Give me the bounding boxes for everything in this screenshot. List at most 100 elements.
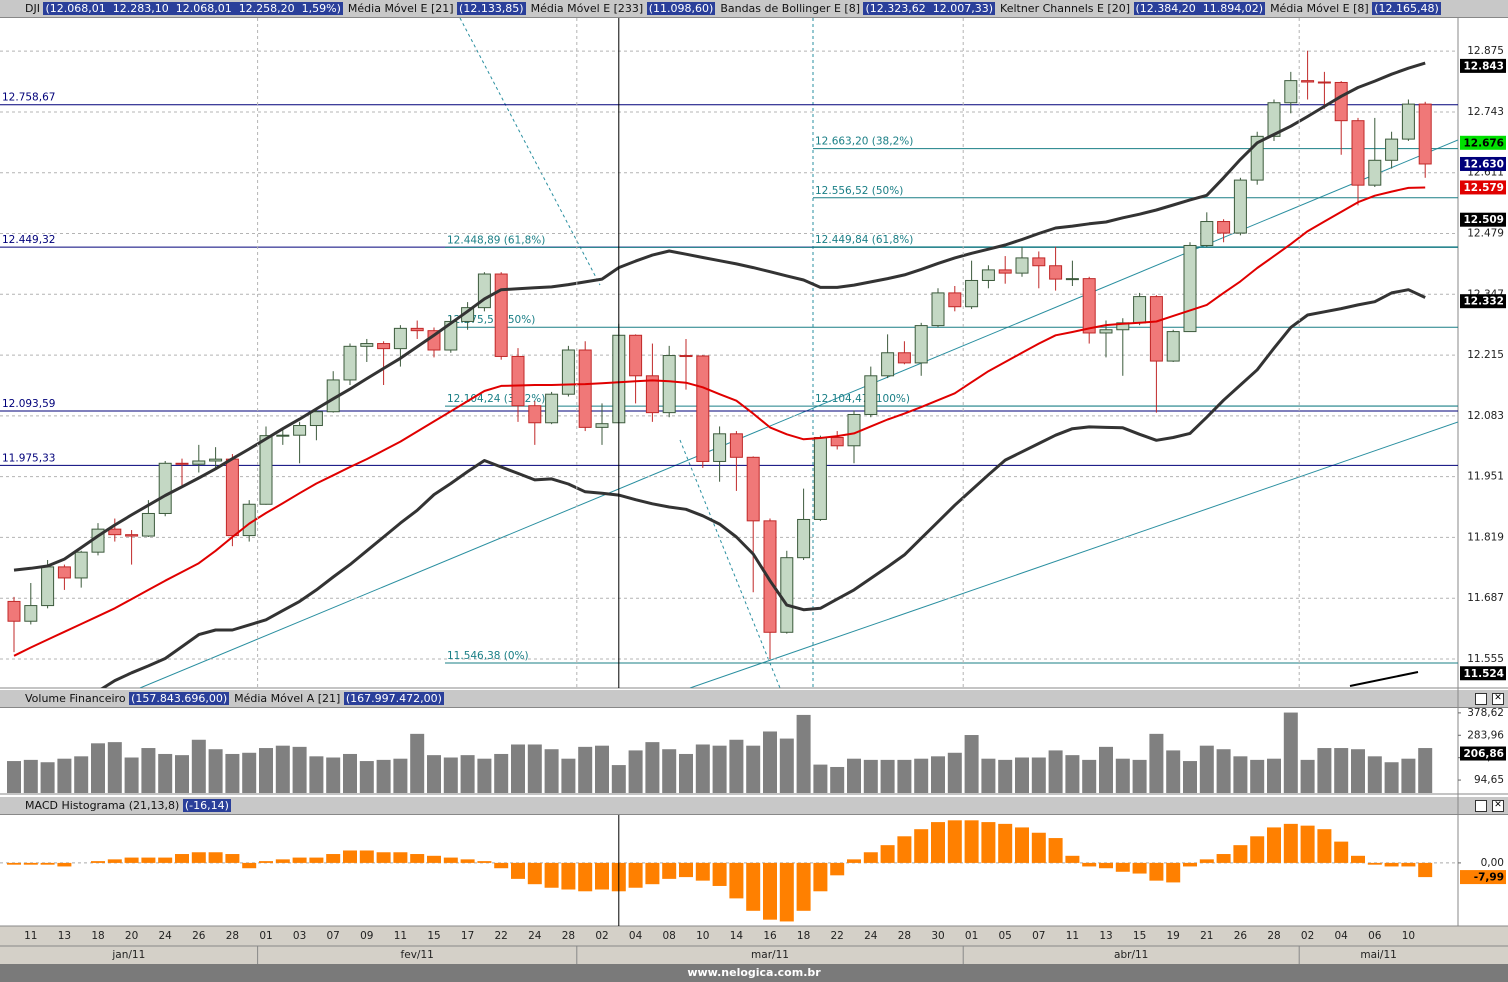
candle-body: [1099, 329, 1113, 334]
bar: [679, 753, 693, 793]
bar: [7, 862, 21, 865]
price-markers: 12.843 12.676 12.630 12.579 12.509 12.332 11.5…: [1460, 58, 1506, 885]
bar: [259, 861, 273, 863]
legend-value: (12.165,48): [1372, 2, 1441, 15]
price-marker: [1460, 156, 1506, 171]
x-tick-label: 09: [360, 930, 373, 942]
candle-body: [57, 566, 71, 579]
maximize-button[interactable]: [1475, 800, 1487, 812]
y-tick-label: 378,62: [1467, 707, 1504, 719]
legend-name: DJI: [25, 2, 40, 15]
bar: [1283, 712, 1298, 793]
candle-body: [309, 411, 323, 427]
candle-body: [1015, 257, 1029, 274]
trendline: [689, 421, 1458, 688]
maximize-button[interactable]: [1475, 693, 1487, 705]
x-tick-label: 18: [797, 930, 810, 942]
bar: [1367, 862, 1382, 865]
bar: [880, 845, 895, 863]
x-tick-label: 24: [528, 930, 542, 942]
y-tick-label: 11.555: [1467, 653, 1504, 665]
bar: [427, 855, 441, 863]
bar: [729, 862, 744, 899]
price-marker-label: 12.843: [1463, 60, 1504, 72]
candle-body: [1200, 221, 1214, 246]
indicator-line: [13, 186, 1426, 657]
bar: [494, 753, 509, 793]
candle-body: [1082, 278, 1096, 334]
x-tick-label: 15: [1133, 930, 1146, 942]
x-tick-label: 18: [91, 930, 104, 942]
bar: [763, 731, 777, 793]
x-tick-label: 13: [1099, 930, 1112, 942]
candle-body: [1334, 81, 1348, 122]
bar: [1317, 829, 1332, 863]
legend-value: (157.843.696,00): [129, 692, 230, 705]
legend-name: Média Móvel E [233]: [530, 2, 644, 15]
legend-value: (12.133,85): [457, 2, 526, 15]
candle-body: [1267, 102, 1281, 137]
bar: [847, 758, 861, 793]
month-label: abr/11: [1114, 949, 1148, 961]
volume-header: Volume Financeiro (157.843.696,00) Média …: [0, 690, 1508, 708]
candle-body: [729, 433, 743, 458]
bar: [57, 758, 72, 793]
candle-body: [1301, 80, 1315, 83]
bar: [275, 745, 290, 793]
bar: [1048, 838, 1063, 863]
bar: [74, 756, 89, 793]
price-marker-label: 12.676: [1463, 137, 1504, 149]
bar: [1334, 748, 1349, 793]
x-tick-label: 28: [1267, 930, 1280, 942]
bar: [376, 852, 391, 863]
bar: [1351, 855, 1365, 863]
bar: [578, 862, 593, 892]
bar: [1334, 841, 1349, 863]
macd-plot: [0, 820, 1458, 922]
candle-body: [914, 325, 928, 364]
fibonacci-label: 11.546,38 (0%): [447, 650, 529, 662]
x-tick-label: 10: [696, 930, 709, 942]
bar: [779, 862, 794, 922]
candle-body: [931, 292, 945, 327]
legend-value: (11.098,60): [646, 2, 716, 15]
month-label: fev/11: [401, 949, 434, 961]
candle-body: [1166, 331, 1180, 362]
y-tick-label: 12.215: [1467, 349, 1504, 361]
legend-value: (12.384,20 11.894,02): [1133, 2, 1266, 15]
price-marker: [1460, 180, 1506, 195]
candle-body: [360, 343, 374, 347]
x-tick-label: 22: [831, 930, 844, 942]
candle-body: [74, 551, 88, 579]
candle-body: [1133, 296, 1147, 324]
y-tick-label: 283,96: [1467, 729, 1504, 741]
close-button[interactable]: ✕: [1492, 800, 1504, 812]
bar: [527, 744, 542, 793]
bar: [91, 743, 105, 793]
bar: [1418, 748, 1433, 793]
bar: [1317, 748, 1332, 793]
bar: [1115, 862, 1130, 872]
price-marker: [1460, 58, 1506, 73]
bar: [23, 862, 38, 865]
candle-body: [998, 269, 1012, 274]
bar: [847, 859, 861, 863]
candle-body: [1149, 296, 1163, 362]
price-marker-label: 11.524: [1463, 668, 1504, 680]
candle-body: [948, 292, 962, 308]
bar: [40, 762, 55, 793]
candle-body: [175, 462, 189, 465]
bar: [527, 862, 542, 885]
y-tick-label: 12.083: [1467, 410, 1504, 422]
candle-body: [1284, 80, 1298, 104]
close-button[interactable]: ✕: [1492, 693, 1504, 705]
bar: [259, 748, 273, 793]
bar: [1250, 836, 1265, 863]
bar: [595, 862, 609, 890]
bar: [695, 744, 710, 793]
fibonacci-label: 12.104,47 (100%): [815, 393, 910, 405]
horizontal-line-label: 12.449,32: [2, 234, 55, 246]
trendline: [139, 139, 1458, 688]
x-tick-label: 16: [763, 930, 777, 942]
candle-body: [1065, 278, 1079, 281]
